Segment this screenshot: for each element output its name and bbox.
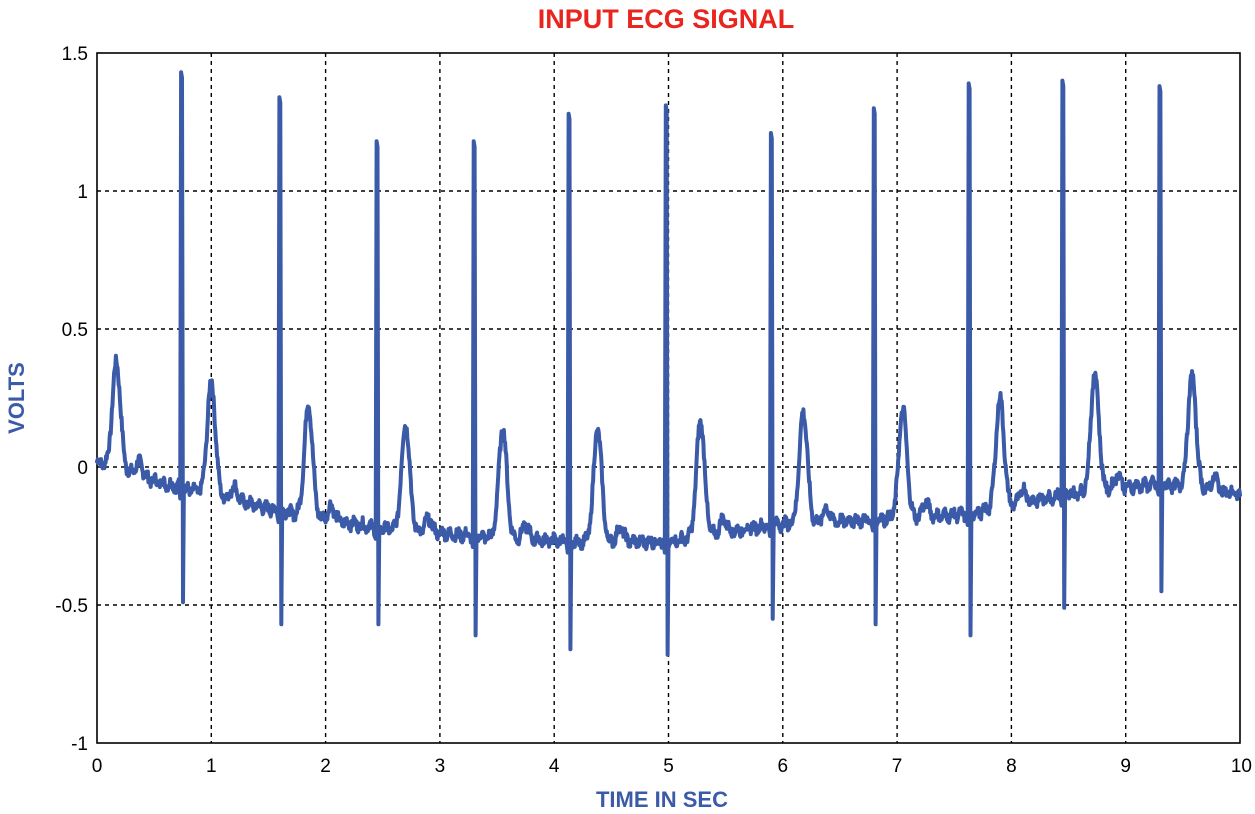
y-tick-label: -0.5 xyxy=(55,596,88,617)
y-tick-label: -1 xyxy=(71,734,88,755)
ecg-signal-line xyxy=(95,70,1242,657)
y-tick-label: 0.5 xyxy=(62,320,88,341)
y-tick-label: 0 xyxy=(77,458,88,479)
plot-frame xyxy=(96,52,1241,744)
x-tick-label: 0 xyxy=(92,756,103,777)
x-axis-ticks: 0 1 2 3 4 5 6 7 8 9 10 xyxy=(92,756,1252,777)
chart-title: INPUT ECG SIGNAL xyxy=(538,4,795,34)
x-tick-label: 7 xyxy=(892,756,903,777)
x-tick-label: 8 xyxy=(1006,756,1017,777)
y-axis-ticks: -1 -0.5 0 0.5 1 1.5 xyxy=(55,44,88,755)
x-tick-label: 10 xyxy=(1231,756,1252,777)
x-tick-label: 5 xyxy=(663,756,674,777)
x-axis-label: TIME IN SEC xyxy=(596,787,728,812)
x-tick-label: 9 xyxy=(1120,756,1131,777)
x-tick-label: 3 xyxy=(435,756,446,777)
y-tick-label: 1.5 xyxy=(62,44,88,65)
y-tick-label: 1 xyxy=(77,182,88,203)
x-tick-label: 4 xyxy=(549,756,560,777)
x-tick-label: 6 xyxy=(778,756,789,777)
y-axis-label: VOLTS xyxy=(4,362,29,434)
x-tick-label: 2 xyxy=(320,756,331,777)
x-tick-label: 1 xyxy=(206,756,217,777)
